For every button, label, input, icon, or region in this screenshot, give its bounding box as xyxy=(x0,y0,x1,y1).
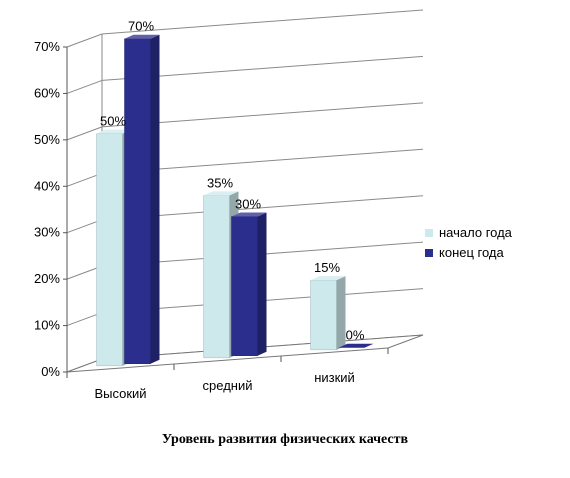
gridline xyxy=(101,9,424,35)
category-labels: Высокий средний низкий xyxy=(94,370,354,401)
bar-front xyxy=(96,133,123,367)
data-labels: 50% 70% 35%30% 15% 0% xyxy=(100,19,365,343)
y-tick-label: 30% xyxy=(34,225,60,240)
bar-front xyxy=(310,279,337,351)
bar-side xyxy=(336,276,346,350)
legend-swatch xyxy=(425,229,433,237)
chart-bars xyxy=(96,34,374,367)
data-label: 50% xyxy=(100,114,126,129)
legend-swatch xyxy=(425,249,433,257)
legend-label: конец года xyxy=(439,245,505,260)
bar-top xyxy=(338,343,374,348)
bar-top xyxy=(231,212,267,217)
data-label: 15% xyxy=(314,260,340,275)
gridline-side xyxy=(66,79,103,94)
y-tick-label: 0% xyxy=(41,364,60,379)
gridline-side xyxy=(66,172,103,187)
bar-top xyxy=(124,34,160,39)
y-tick-label: 40% xyxy=(34,178,60,193)
bar-top xyxy=(203,191,239,196)
y-axis-ticks: 0% 10% 20% 30% 40% 50% 60% 70% xyxy=(34,39,60,379)
y-tick-label: 10% xyxy=(34,318,60,333)
bar-side xyxy=(257,212,267,356)
bar-front xyxy=(124,38,151,364)
chart-title: Уровень развития физических качеств xyxy=(161,432,409,447)
category-label: средний xyxy=(203,378,253,393)
gridline-side xyxy=(66,265,103,280)
bar-side xyxy=(150,34,160,364)
data-label: 70% xyxy=(128,19,154,34)
legend-label: начало года xyxy=(439,225,513,240)
legend: начало года конец года xyxy=(425,225,513,260)
y-tick-label: 20% xyxy=(34,271,60,286)
gridline-side xyxy=(66,312,103,327)
bar-top xyxy=(310,276,346,281)
data-label: 30% xyxy=(235,196,261,211)
y-tick-label: 50% xyxy=(34,132,60,147)
gridline-side xyxy=(66,219,103,234)
gridline-side xyxy=(66,33,103,48)
y-tick-label: 70% xyxy=(34,39,60,54)
category-label: Высокий xyxy=(94,386,146,401)
category-label: низкий xyxy=(314,370,355,385)
data-label: 0% xyxy=(346,328,365,343)
gridline-side xyxy=(66,126,103,141)
y-tick-label: 60% xyxy=(34,85,60,100)
bar-front xyxy=(203,195,230,359)
bar-top xyxy=(96,129,132,134)
data-label: 35% xyxy=(207,175,233,190)
bar-front xyxy=(231,216,258,356)
